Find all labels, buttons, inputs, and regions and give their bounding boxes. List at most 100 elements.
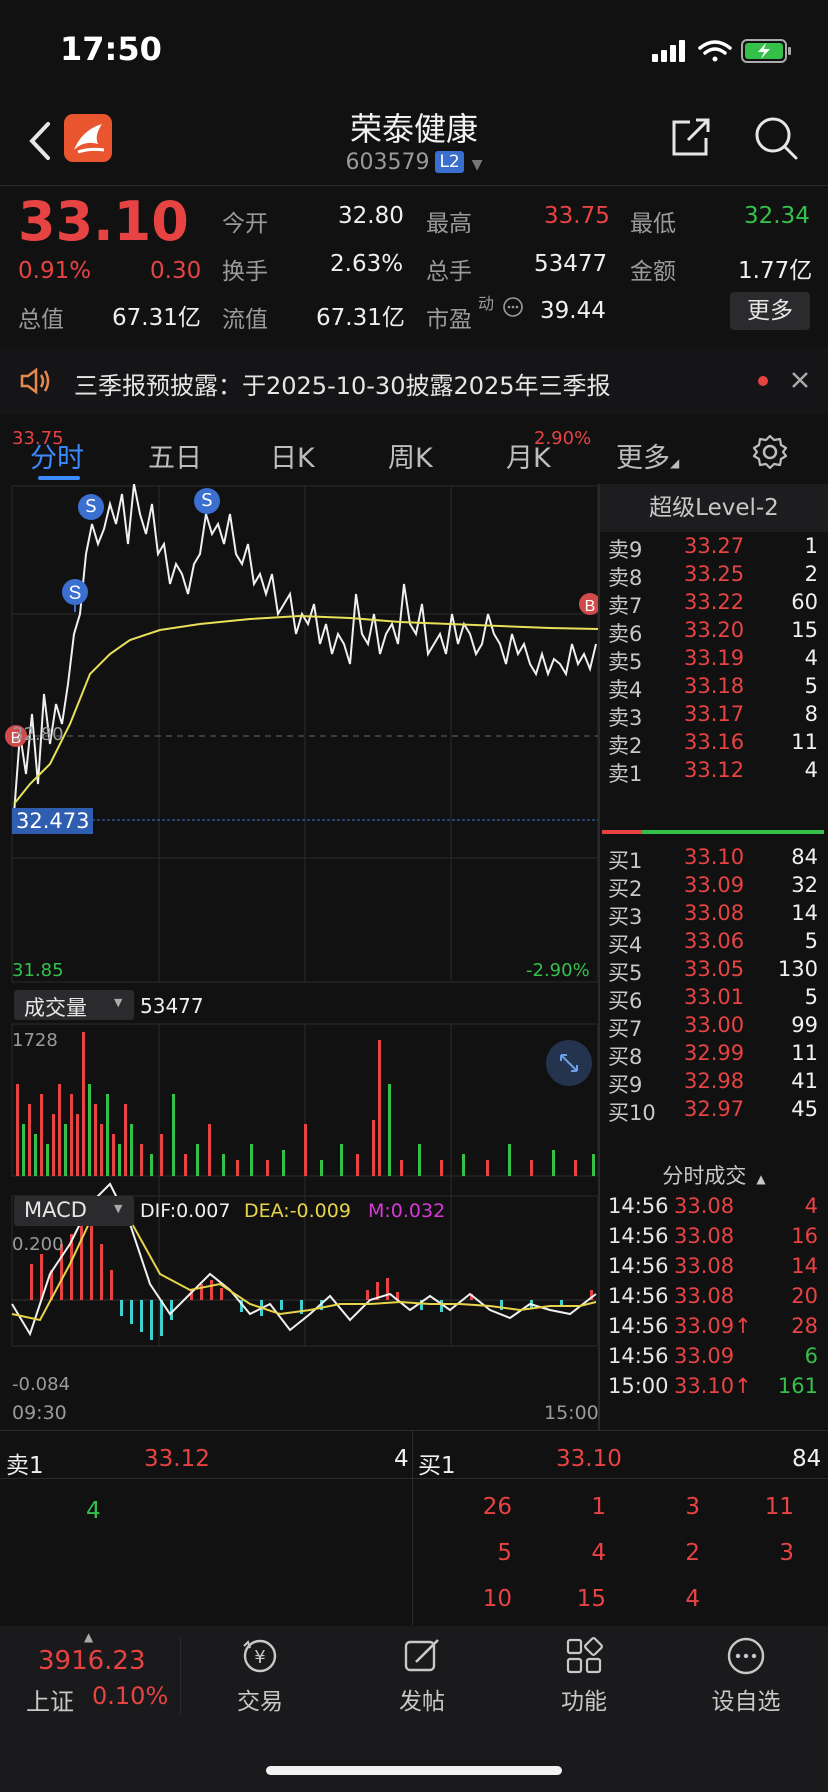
tab-monthly-k[interactable]: 月K [506,443,551,474]
trade-price: 33.09 [674,1344,735,1368]
bid-row[interactable]: 买3 33.08 14 [600,899,828,931]
bid-queue-item: 1 [591,1494,606,1520]
info-dots-icon[interactable] [502,296,524,318]
tab-more[interactable]: 更多◢ [616,436,679,475]
tab-trade[interactable]: ¥ 交易 [200,1636,320,1716]
pe-superscript: 动 [478,294,495,313]
buy-signal: B [5,725,27,747]
panel-divider [598,484,600,1430]
tab-weekly-k[interactable]: 周K [388,443,433,474]
level1-ask-label: 卖1 [6,1453,44,1479]
svg-text:B: B [585,598,596,615]
bid-label: 买1 [608,849,643,873]
volume-max-label: 1728 [12,1030,58,1051]
trade-price: 33.08 [674,1254,735,1278]
bid-row[interactable]: 买4 33.06 5 [600,927,828,959]
tab-daily-k[interactable]: 日K [270,443,315,474]
edit-icon [404,1639,439,1672]
ask-label: 卖3 [608,706,643,730]
bid-row[interactable]: 买8 32.99 11 [600,1039,828,1071]
mcap-value: 67.31亿 [112,305,201,331]
ask-row[interactable]: 卖8 33.25 2 [600,560,828,592]
ask-label: 卖6 [608,622,643,646]
back-icon[interactable] [24,118,54,164]
trade-row: 14:56 33.08 14 [600,1252,828,1286]
close-icon[interactable] [790,370,810,390]
home-indicator[interactable] [266,1766,562,1775]
bid-row[interactable]: 买6 33.01 5 [600,983,828,1015]
trade-volume: 14 [791,1254,818,1278]
tab-post[interactable]: 发帖 [362,1636,482,1716]
ask-row[interactable]: 卖6 33.20 15 [600,616,828,648]
wifi-icon [698,40,732,62]
time-trades-header[interactable]: 分时成交 ▲ [600,1160,828,1194]
bid-row[interactable]: 买1 33.10 84 [600,843,828,875]
expand-icon[interactable] [546,1040,592,1086]
trade-price: 33.08 [674,1284,735,1308]
avg-price-line [13,614,599,805]
trade-price: 33.09↑ [674,1314,752,1338]
ask-row[interactable]: 卖2 33.16 11 [600,728,828,760]
macd-top-label: 0.200 [12,1234,64,1255]
ask-label: 卖7 [608,594,643,618]
macd-indicator-selector[interactable]: MACD ▼ [14,1196,134,1226]
order-book-title[interactable]: 超级Level-2 [600,484,828,532]
bid-row[interactable]: 买5 33.05 130 [600,955,828,987]
macd-bottom-label: -0.084 [12,1374,71,1395]
trade-icon: ¥ [243,1639,277,1673]
notice-text: 三季报预披露：于2025-10-30披露2025年三季报 [74,372,611,400]
status-time: 17:50 [60,30,162,68]
bid-volume: 5 [804,985,818,1009]
battery-icon [741,39,791,63]
sell-signal-top-1[interactable]: S [78,494,104,520]
search-icon[interactable] [752,114,800,162]
level1-bid-label: 买1 [418,1453,456,1479]
bid-label: 买2 [608,877,643,901]
macd-dea: DEA:-0.009 [244,1200,351,1222]
index-ticker[interactable]: ▲ 3916.23 上证 0.10% [0,1626,180,1726]
tab-add-watchlist[interactable]: 设自选 [686,1636,806,1716]
ask-price: 33.18 [684,674,745,698]
intraday-chart[interactable]: S B B [0,484,600,1434]
notice-bar[interactable]: 三季报预披露：于2025-10-30披露2025年三季报 [0,348,828,414]
bid-volume: 5 [804,929,818,953]
more-button[interactable]: 更多 [730,292,810,330]
sell-signal-top-2[interactable]: S [194,488,220,514]
ask-row[interactable]: 卖4 33.18 5 [600,672,828,704]
ask-row[interactable]: 卖7 33.22 60 [600,588,828,620]
bid-queue: 26 1 3 11 5 4 2 3 10 15 4 [412,1490,828,1626]
volume-indicator-selector[interactable]: 成交量 ▼ [14,990,134,1020]
float-label: 流值 [222,307,268,333]
stock-code[interactable]: 603579 L2 ▼ [0,150,828,175]
bid-row[interactable]: 买9 32.98 41 [600,1067,828,1099]
ask-volume: 15 [791,618,818,642]
level2-badge: L2 [435,151,464,173]
low-label: 最低 [630,211,676,237]
ask-volume: 4 [804,758,818,782]
pct-high-label: 2.90% [534,428,592,449]
bid-queue-item: 10 [482,1586,512,1612]
bid-row[interactable]: 买10 32.97 45 [600,1095,828,1127]
settings-gear-icon[interactable] [750,432,790,472]
ask-row[interactable]: 卖3 33.17 8 [600,700,828,732]
index-name: 上证 [26,1688,74,1716]
ask-row[interactable]: 卖5 33.19 4 [600,644,828,676]
bid-price: 33.06 [684,929,745,953]
ask-volume: 60 [791,590,818,614]
bid-row[interactable]: 买7 33.00 99 [600,1011,828,1043]
ask-price: 33.16 [684,730,745,754]
bid-volume: 41 [791,1069,818,1093]
ask-volume: 4 [804,646,818,670]
tab-functions[interactable]: 功能 [524,1636,644,1716]
caret-up-icon: ▲ [84,1630,94,1644]
bid-label: 买5 [608,961,643,985]
ask-volume: 5 [804,674,818,698]
divider [412,1430,413,1626]
ask-row[interactable]: 卖9 33.27 1 [600,532,828,564]
bid-row[interactable]: 买2 33.09 32 [600,871,828,903]
tab-intraday[interactable]: 分时 [30,443,84,474]
ask-row[interactable]: 卖1 33.12 4 [600,756,828,788]
tab-5day[interactable]: 五日 [148,443,202,474]
volume-label: 成交量 [24,996,87,1020]
share-icon[interactable] [668,114,714,160]
